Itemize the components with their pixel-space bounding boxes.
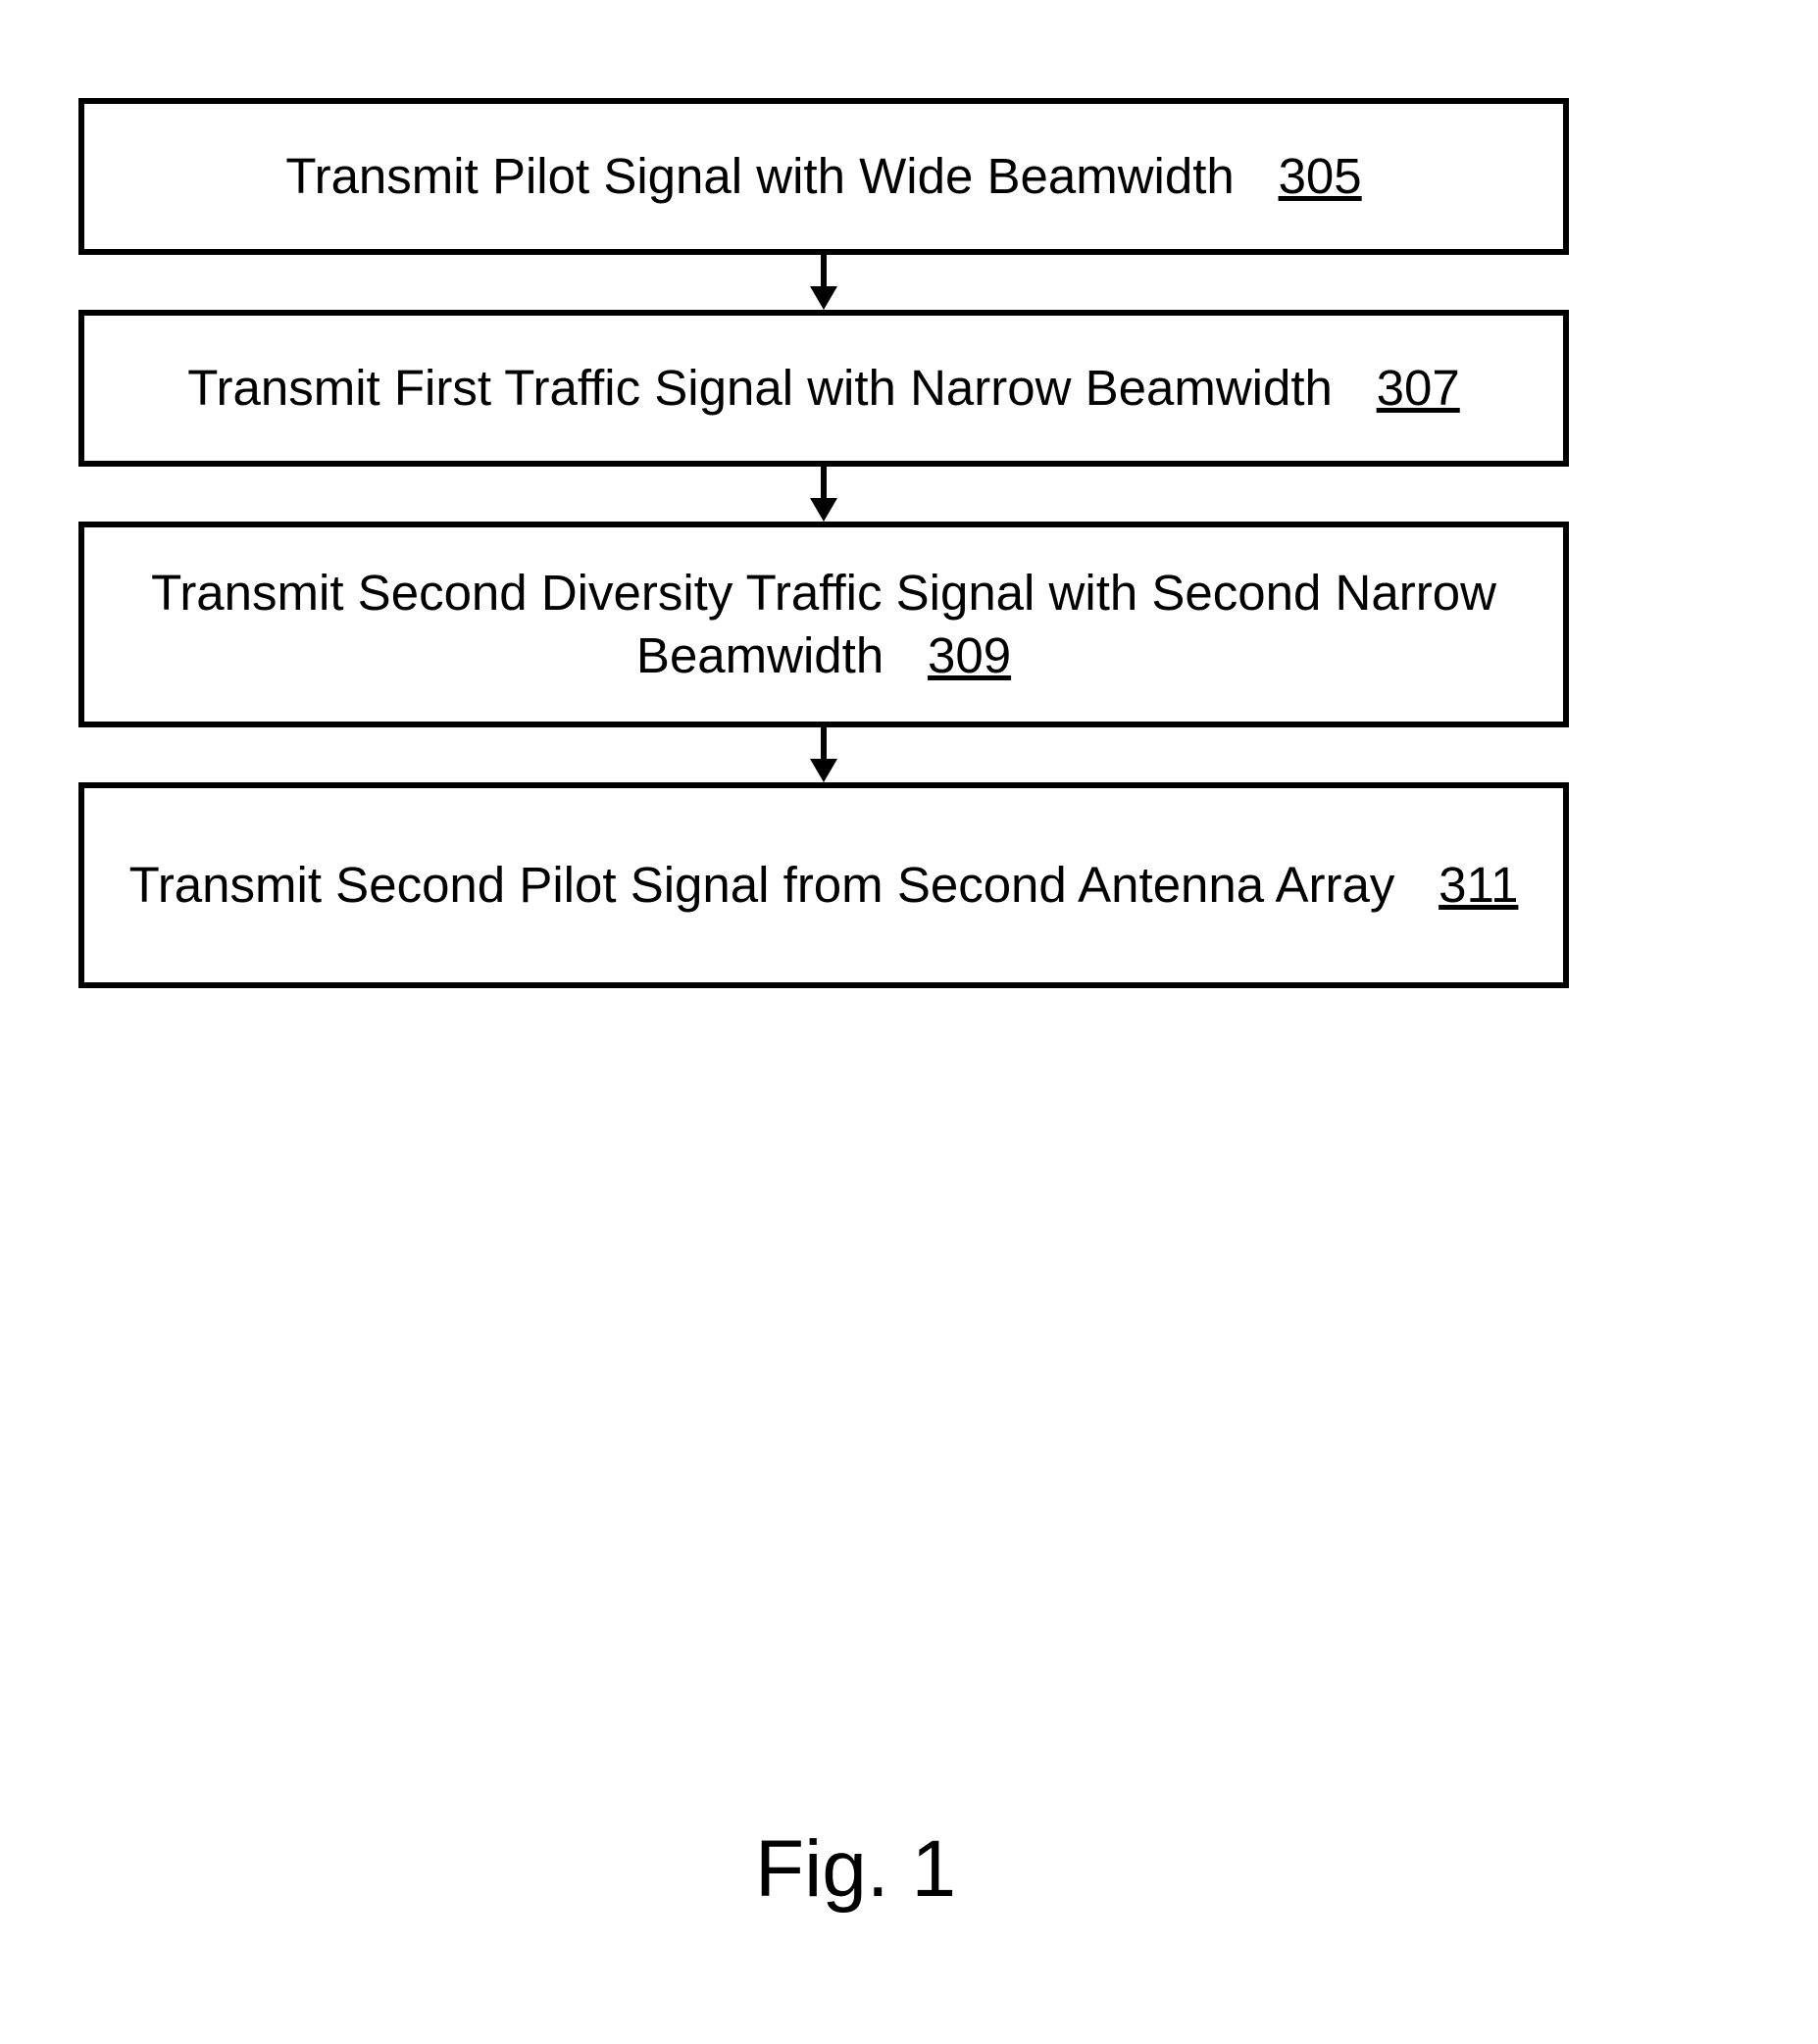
flow-box-label: Transmit Second Diversity Traffic Signal… <box>151 565 1496 683</box>
flow-box-305: Transmit Pilot Signal with Wide Beamwidt… <box>78 98 1569 255</box>
flow-box-311: Transmit Second Pilot Signal from Second… <box>78 782 1569 988</box>
flow-box-309: Transmit Second Diversity Traffic Signal… <box>78 522 1569 727</box>
page: Transmit Pilot Signal with Wide Beamwidt… <box>0 0 1818 2044</box>
arrow-head-icon <box>810 498 837 522</box>
arrow-shaft <box>821 255 827 286</box>
flow-box-307: Transmit First Traffic Signal with Narro… <box>78 310 1569 467</box>
figure-caption: Fig. 1 <box>755 1823 956 1916</box>
flow-box-ref: 305 <box>1279 148 1362 204</box>
arrow-head-icon <box>810 286 837 310</box>
arrow-shaft <box>821 467 827 498</box>
arrow-shaft <box>821 727 827 759</box>
arrow-head-icon <box>810 759 837 782</box>
flow-box-label: Transmit First Traffic Signal with Narro… <box>187 360 1333 416</box>
flow-box-ref: 309 <box>928 627 1011 683</box>
flow-box-label: Transmit Second Pilot Signal from Second… <box>129 857 1395 913</box>
flow-box-ref: 307 <box>1377 360 1460 416</box>
flow-box-label: Transmit Pilot Signal with Wide Beamwidt… <box>285 148 1234 204</box>
flow-box-ref: 311 <box>1439 857 1518 913</box>
